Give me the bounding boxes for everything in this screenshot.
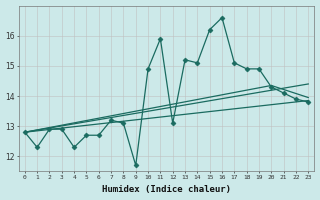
- X-axis label: Humidex (Indice chaleur): Humidex (Indice chaleur): [102, 185, 231, 194]
